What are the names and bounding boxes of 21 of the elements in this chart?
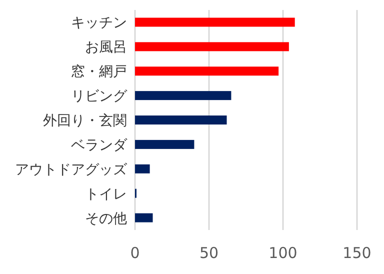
- bar: [135, 213, 153, 222]
- y-tick-label: ベランダ: [71, 137, 128, 154]
- y-tick-label: リビング: [71, 88, 128, 105]
- bar: [135, 140, 194, 149]
- y-tick-label: 窓・網戸: [71, 64, 127, 80]
- x-tick-label: 0: [130, 244, 140, 262]
- y-tick-label: 外回り・玄関: [43, 113, 127, 129]
- y-tick-label: その他: [85, 210, 127, 227]
- x-tick-label: 150: [342, 244, 372, 262]
- bar: [135, 66, 279, 76]
- y-tick-label: キッチン: [71, 15, 127, 32]
- x-tick-label: 100: [268, 244, 298, 262]
- bar: [135, 164, 150, 174]
- bar: [135, 91, 232, 100]
- y-tick-label: お風呂: [85, 40, 127, 56]
- x-tick-label: 50: [199, 244, 219, 262]
- bar: [135, 42, 289, 52]
- bar: [135, 116, 227, 124]
- y-tick-label: トイレ: [85, 186, 127, 202]
- bar: [135, 18, 295, 27]
- y-tick-label: アウトドアグッズ: [15, 162, 128, 178]
